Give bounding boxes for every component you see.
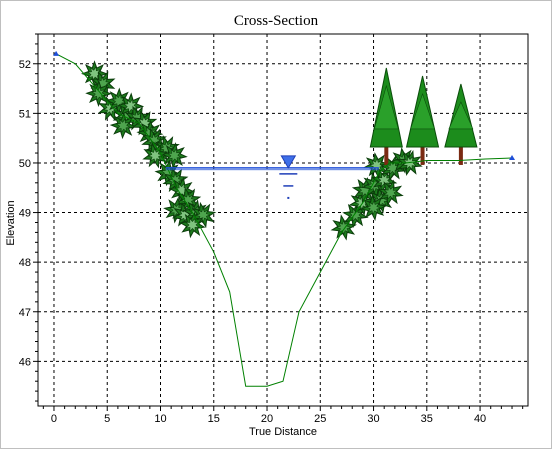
x-axis-label: True Distance [249,426,317,438]
plot-border [37,33,529,407]
shrub-37 [360,194,387,221]
ground-profile-line [55,53,513,387]
grid-lines [38,34,528,406]
x-tick-label-7: 35 [421,413,433,425]
tree-2 [444,83,478,165]
chart-title: Cross-Section [234,13,319,29]
x-tick-label-6: 30 [367,413,379,425]
endpoint-marker-0 [53,50,60,56]
plot-area [38,34,528,406]
shrub-24 [179,211,206,239]
x-tick-label-3: 15 [208,413,220,425]
shrub-14 [160,142,188,169]
series-layer [53,50,516,387]
axes: 0 5 10 15 20 25 30 35 40 46 47 48 49 50 51 52 [19,33,524,425]
y-tick-label-3: 49 [19,208,31,220]
shrub-33 [363,152,391,179]
x-tick-label-1: 5 [104,413,110,425]
y-tick-label-0: 46 [19,356,31,368]
shrub-32 [377,179,404,206]
endpoint-marker-1 [509,155,516,160]
y-axis-label: Elevation [5,200,17,245]
shrub-2 [85,80,113,107]
water-surface-symbol [279,155,298,199]
x-tick-label-0: 0 [51,413,57,425]
tree-0 [369,67,403,165]
x-tick-label-2: 10 [154,413,166,425]
x-tick-label-5: 25 [314,413,326,425]
y-tick-label-2: 48 [19,257,31,269]
x-tick-label-8: 40 [474,413,486,425]
y-tick-label-1: 47 [19,307,31,319]
y-tick-label-5: 51 [19,108,31,120]
y-tick-label-4: 50 [19,158,31,170]
tree-1 [405,75,440,165]
x-tick-label-4: 20 [261,413,273,425]
y-tick-label-6: 52 [19,59,31,71]
